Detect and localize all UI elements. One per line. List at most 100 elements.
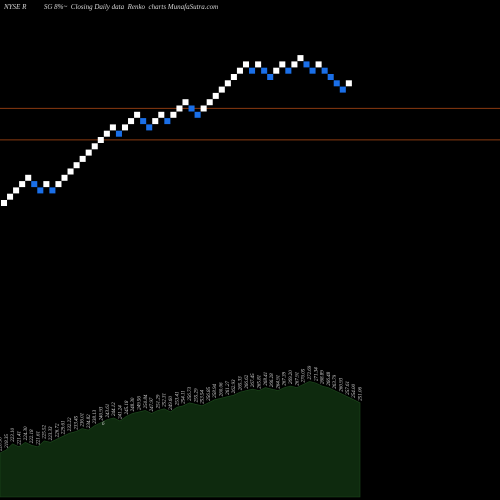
volume-label: 248.30: [131, 397, 136, 411]
volume-label: 254.11: [182, 390, 187, 403]
volume-label: 238.13: [93, 409, 98, 423]
renko-brick-down: [140, 118, 147, 125]
volume-label: 270.05: [302, 368, 307, 382]
renko-brick-up: [121, 124, 129, 131]
volume-label: 247.97: [150, 397, 155, 411]
volume-label: 262.93: [232, 379, 237, 393]
volume-label: 268.89: [321, 370, 326, 384]
volume-label: 260.93: [340, 377, 345, 391]
renko-brick-up: [273, 67, 280, 74]
renko-brick-up: [103, 130, 110, 137]
volume-label: 221.61: [36, 431, 41, 445]
renko-brick-up: [79, 155, 86, 162]
volume-label: 266.48: [327, 371, 332, 385]
volume-label: 264.91: [276, 375, 281, 389]
volume-label: 226.72: [55, 423, 60, 437]
renko-brick-up: [158, 111, 165, 118]
volume-label: 236.01: [81, 413, 86, 427]
volume-label: 266.28: [270, 373, 275, 387]
renko-brick-down: [303, 61, 310, 68]
volume-label: 256.85: [207, 387, 212, 401]
renko-brick-up: [345, 80, 352, 87]
volume-label: 268.41: [264, 372, 269, 386]
renko-brick-up: [218, 86, 225, 93]
volume-label: 265.33: [239, 376, 244, 390]
renko-brick-down: [333, 80, 340, 87]
renko-brick-up: [128, 118, 135, 125]
volume-label: 271.34: [314, 367, 319, 381]
renko-brick-up: [236, 67, 243, 74]
renko-brick-up: [224, 80, 231, 87]
renko-brick-down: [309, 67, 316, 74]
volume-label: 234.82: [87, 414, 92, 428]
renko-brick-up: [91, 143, 98, 150]
volume-label: 250.84: [144, 394, 149, 408]
renko-brick-down: [339, 86, 346, 93]
volume-label: 257.61: [346, 381, 351, 395]
renko-brick-up: [182, 99, 189, 106]
renko-brick-up: [25, 174, 32, 181]
chart-title: NYSE R SG 8%~ Closing Daily data Renko c…: [4, 3, 219, 11]
volume-label: 249.60: [169, 396, 174, 410]
renko-brick-up: [206, 99, 213, 106]
volume-label: 251.29: [156, 394, 161, 408]
volume-label: 258.94: [213, 383, 218, 397]
volume-label: 243.61: [106, 404, 111, 418]
renko-brick-up: [97, 137, 104, 143]
renko-brick-down: [261, 67, 268, 74]
renko-brick-up: [242, 61, 250, 68]
renko-brick-up: [67, 168, 74, 175]
volume-label: 253.41: [175, 392, 180, 406]
volume-label: 261.27: [226, 380, 231, 394]
volume-area: [0, 381, 361, 498]
renko-brick-down: [194, 111, 201, 118]
volume-label: 244.12: [112, 402, 117, 416]
volume-label: 252.31: [163, 393, 168, 407]
renko-brick-down: [115, 130, 122, 137]
renko-brick-down: [37, 187, 44, 194]
renko-brick-down: [321, 67, 328, 74]
volume-label: 267.45: [251, 373, 256, 387]
volume-label: 263.79: [333, 374, 338, 388]
volume-marker: 6: [102, 422, 105, 427]
volume-label: 240.93: [100, 406, 105, 420]
volume-label: 269.20: [289, 370, 294, 384]
volume-label: 229.61: [62, 420, 67, 434]
volume-label: 254.00: [352, 383, 357, 397]
volume-label: 223.33: [49, 426, 54, 440]
renko-brick-down: [327, 74, 334, 80]
renko-brick-up: [61, 174, 68, 181]
renko-brick-up: [212, 92, 219, 99]
volume-label: 253.54: [201, 390, 206, 404]
volume-label: 224.30: [24, 426, 29, 440]
volume-label: 255.29: [194, 388, 199, 402]
volume-label: 245.18: [125, 400, 130, 414]
volume-label: 221.41: [17, 431, 22, 445]
renko-brick-up: [297, 55, 304, 62]
renko-brick-up: [13, 187, 20, 194]
renko-brick-up: [200, 105, 207, 112]
renko-brick-up: [85, 149, 92, 156]
volume-label: 267.91: [295, 372, 300, 386]
volume-label: 241.24: [119, 405, 124, 419]
renko-brick-up: [73, 162, 80, 169]
renko-brick-up: [170, 111, 177, 118]
renko-brick-down: [249, 67, 256, 74]
volume-label: 265.81: [257, 375, 262, 389]
volume-label: 218.35: [5, 434, 10, 448]
renko-brick-down: [285, 67, 292, 74]
renko-brick-down: [188, 105, 195, 112]
volume-label: 225.52: [43, 425, 48, 439]
renko-brick-down: [164, 118, 171, 125]
renko-brick-down: [49, 187, 56, 194]
volume-label: 272.69: [308, 365, 313, 379]
renko-brick-up: [230, 74, 237, 80]
renko-brick-down: [267, 74, 274, 80]
renko-brick-down: [146, 124, 153, 131]
renko-brick-up: [109, 124, 116, 131]
volume-label: 223.10: [11, 428, 16, 442]
volume-label: 267.39: [283, 371, 288, 385]
volume-label: 232.22: [68, 417, 73, 431]
